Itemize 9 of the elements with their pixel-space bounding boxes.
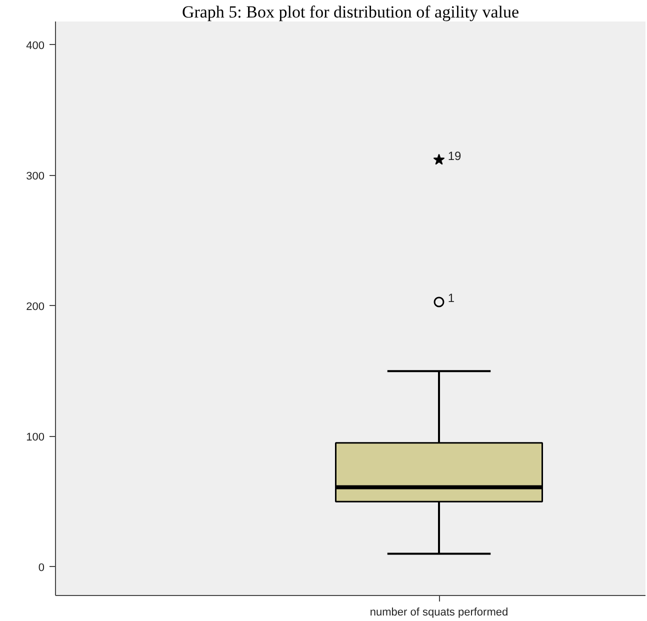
y-tick-label: 200 bbox=[26, 300, 45, 313]
annotation: 1 bbox=[448, 290, 455, 305]
x-tick-label: number of squats performed bbox=[370, 606, 508, 618]
chart-title: Graph 5: Box plot for distribution of agility value bbox=[182, 2, 520, 22]
y-tick-label: 100 bbox=[26, 431, 45, 444]
annotation: 19 bbox=[448, 148, 462, 163]
y-tick-label: 300 bbox=[26, 170, 45, 182]
y-tick-label: 400 bbox=[26, 40, 45, 52]
y-tick-label: 0 bbox=[38, 562, 45, 574]
